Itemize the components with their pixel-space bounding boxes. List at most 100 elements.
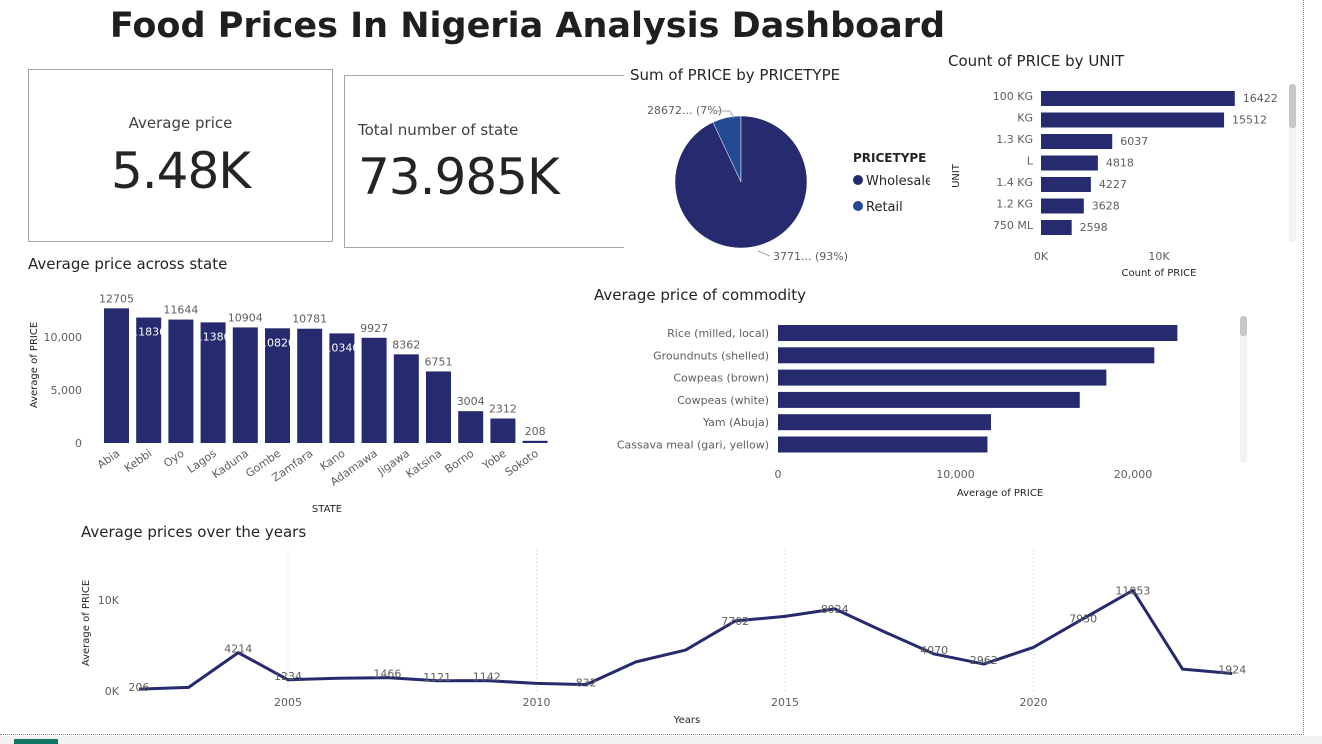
state-bar[interactable] — [329, 333, 355, 443]
pie-label-wholesale: 3771... (93%) — [773, 250, 848, 263]
commodity-x-title: Average of PRICE — [957, 488, 1043, 499]
years-xtick: 2020 — [1020, 696, 1048, 709]
legend-wholesale[interactable]: Wholesale — [866, 174, 930, 189]
years-point-label: 4070 — [920, 644, 948, 657]
avg-price-label: Average price — [128, 114, 233, 132]
state-chart[interactable]: 0 5,000 10,000 12705 Abia 11836 Kebbi 11644 Oyo… — [24, 280, 564, 520]
state-xtick: Abia — [95, 447, 122, 472]
unit-category-label: L — [1027, 155, 1034, 168]
state-bar[interactable] — [232, 327, 258, 443]
state-bar-value: 11380 — [196, 330, 231, 343]
commodity-category-label: Rice (milled, local) — [667, 327, 769, 340]
unit-bar-value: 16422 — [1243, 92, 1278, 105]
commodity-bar[interactable] — [778, 325, 1178, 341]
unit-scroll-thumb[interactable] — [1289, 84, 1296, 128]
years-point-label: 1121 — [423, 671, 451, 684]
state-count-value: 73.985K — [358, 148, 560, 206]
commodity-scroll-thumb[interactable] — [1240, 316, 1247, 336]
commodity-bar[interactable] — [778, 347, 1155, 364]
state-ytick: 10,000 — [44, 331, 83, 344]
state-count-card[interactable]: Total number of state 73.985K — [344, 75, 636, 248]
unit-category-label: KG — [1017, 112, 1033, 125]
commodity-category-label: Cowpeas (white) — [677, 394, 769, 407]
commodity-category-label: Cassava meal (gari, yellow) — [617, 439, 769, 452]
state-ytick: 5,000 — [51, 384, 83, 397]
commodity-xtick: 20,000 — [1114, 468, 1153, 481]
state-x-title: STATE — [312, 504, 342, 515]
state-bar[interactable] — [265, 328, 290, 443]
commodity-chart-title: Average price of commodity — [594, 286, 806, 304]
unit-bar[interactable] — [1041, 155, 1098, 171]
commodity-xtick: 10,000 — [936, 468, 975, 481]
unit-bar[interactable] — [1041, 91, 1235, 106]
state-bar[interactable] — [200, 322, 226, 443]
page-tab-indicator[interactable] — [14, 739, 58, 744]
years-ytick: 10K — [98, 594, 120, 607]
years-point-label: 11053 — [1115, 584, 1150, 597]
dashboard-title: Food Prices In Nigeria Analysis Dashboar… — [109, 6, 946, 46]
unit-bar[interactable] — [1041, 177, 1091, 192]
unit-chart-title: Count of PRICE by UNIT — [948, 52, 1125, 70]
commodity-chart[interactable]: Rice (milled, local) Groundnuts (shelled)… — [590, 315, 1240, 505]
state-xtick: Borno — [442, 447, 476, 476]
years-point-label: 1142 — [473, 671, 501, 684]
years-chart[interactable]: 2005 2010 2015 2020 0K 10K 206 4214 1234 1466 112… — [75, 545, 1295, 730]
state-bar[interactable] — [136, 317, 162, 443]
state-bar[interactable] — [297, 328, 323, 443]
state-bar-value: 10781 — [292, 313, 327, 326]
years-point-label: 206 — [128, 681, 149, 694]
canvas-right-border — [1303, 0, 1304, 735]
unit-bar-value: 3628 — [1092, 200, 1120, 213]
state-bar[interactable] — [490, 418, 516, 443]
state-xtick: Kaduna — [210, 447, 251, 481]
state-bar[interactable] — [393, 354, 419, 443]
state-bar[interactable] — [168, 319, 194, 443]
unit-x-title: Count of PRICE — [1122, 268, 1197, 279]
years-xtick: 2005 — [274, 696, 302, 709]
state-xtick: Katsina — [404, 447, 445, 481]
unit-bar[interactable] — [1041, 198, 1084, 214]
unit-scrollbar[interactable] — [1289, 84, 1296, 242]
pie-title: Sum of PRICE by PRICETYPE — [630, 66, 841, 84]
commodity-category-label: Cowpeas (brown) — [673, 372, 769, 385]
avg-price-card[interactable]: Average price 5.48K — [28, 69, 333, 242]
pie-slice-wholesale[interactable] — [674, 115, 808, 249]
state-bar-value: 208 — [525, 425, 546, 438]
years-x-title: Years — [673, 715, 700, 726]
state-bar[interactable] — [522, 440, 548, 443]
legend-retail[interactable]: Retail — [866, 200, 903, 215]
state-bar-value: 8362 — [392, 338, 420, 351]
pie-legend-title: PRICETYPE — [853, 151, 926, 165]
state-bar[interactable] — [426, 371, 451, 443]
state-xtick: Sokoto — [503, 447, 541, 479]
unit-xtick-0: 0K — [1034, 250, 1049, 263]
years-line-series[interactable] — [138, 588, 1233, 691]
years-chart-title: Average prices over the years — [81, 523, 307, 541]
state-ytick: 0 — [75, 437, 82, 450]
unit-bar[interactable] — [1041, 134, 1113, 149]
unit-category-label: 1.3 KG — [996, 133, 1033, 146]
commodity-scrollbar[interactable] — [1240, 316, 1247, 463]
commodity-category-label: Yam (Abuja) — [702, 416, 769, 429]
state-bar[interactable] — [361, 337, 387, 443]
unit-category-label: 100 KG — [993, 90, 1033, 103]
commodity-bar[interactable] — [778, 436, 988, 453]
legend-wholesale-marker — [853, 175, 863, 185]
unit-bar[interactable] — [1041, 220, 1072, 235]
pie-chart[interactable]: 28672... (7%) 3771... (93%) PRICETYPE Wh… — [630, 90, 930, 270]
footer-bar — [0, 736, 1322, 744]
state-bar[interactable] — [458, 411, 484, 443]
years-point-label: 8024 — [821, 603, 849, 616]
years-point-label: 1466 — [373, 668, 401, 681]
unit-xtick-1: 10K — [1148, 250, 1170, 263]
state-bar-value: 10820 — [260, 336, 295, 349]
years-xtick: 2010 — [523, 696, 551, 709]
unit-chart[interactable]: 100 KG 16422 KG 15512 1.3 KG 6037 L 4818 1.4 KG 4… — [945, 80, 1285, 285]
state-bar[interactable] — [104, 308, 129, 443]
state-bar-value: 10904 — [228, 311, 263, 324]
commodity-bar[interactable] — [778, 414, 991, 431]
commodity-bar[interactable] — [778, 391, 1080, 408]
state-xtick: Kebbi — [122, 447, 154, 475]
commodity-bar[interactable] — [778, 369, 1107, 386]
unit-bar[interactable] — [1041, 112, 1225, 128]
